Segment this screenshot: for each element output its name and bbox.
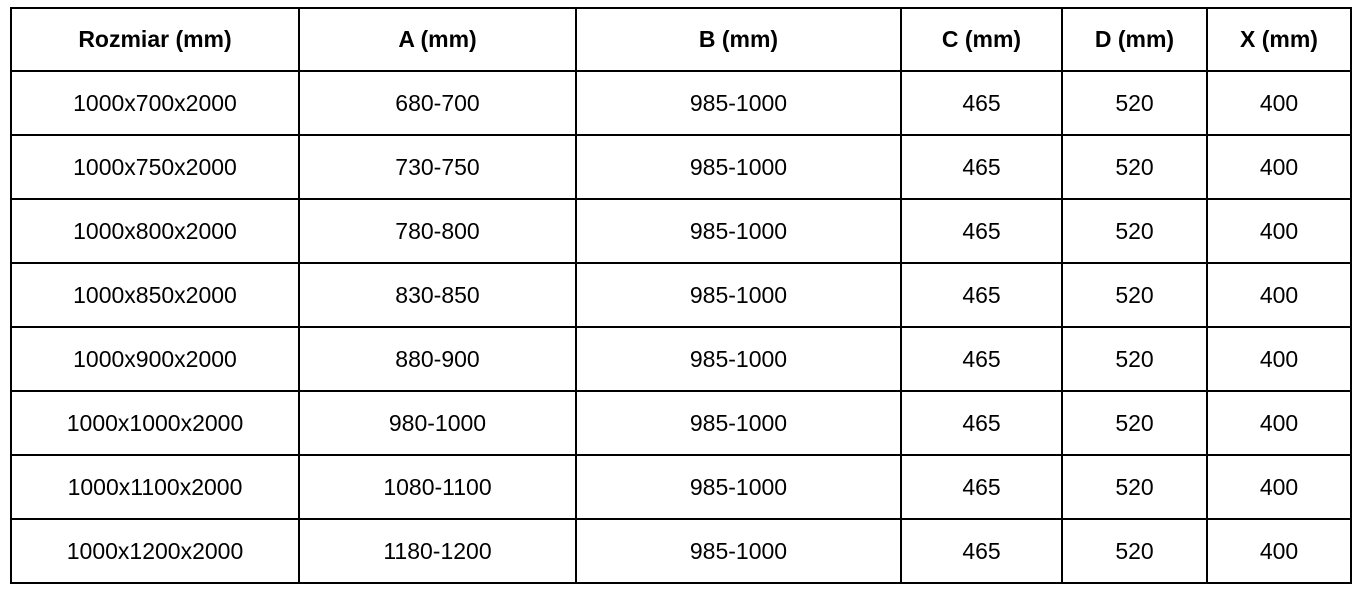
cell-b: 985-1000	[575, 454, 902, 520]
cell-a: 1180-1200	[298, 518, 577, 584]
cell-x: 400	[1206, 262, 1352, 328]
cell-size: 1000x1100x2000	[10, 454, 300, 520]
header-size: Rozmiar (mm)	[10, 7, 300, 72]
cell-a: 880-900	[298, 326, 577, 392]
table-row: 1000x750x2000 730-750 985-1000 465 520 400	[10, 134, 1352, 200]
cell-size: 1000x850x2000	[10, 262, 300, 328]
cell-size: 1000x1000x2000	[10, 390, 300, 456]
cell-x: 400	[1206, 70, 1352, 136]
cell-size: 1000x1200x2000	[10, 518, 300, 584]
cell-b: 985-1000	[575, 70, 902, 136]
cell-d: 520	[1061, 70, 1208, 136]
cell-a: 730-750	[298, 134, 577, 200]
cell-c: 465	[900, 70, 1063, 136]
cell-b: 985-1000	[575, 326, 902, 392]
cell-d: 520	[1061, 326, 1208, 392]
cell-size: 1000x900x2000	[10, 326, 300, 392]
cell-b: 985-1000	[575, 198, 902, 264]
header-c: C (mm)	[900, 7, 1063, 72]
cell-size: 1000x800x2000	[10, 198, 300, 264]
cell-x: 400	[1206, 134, 1352, 200]
cell-b: 985-1000	[575, 262, 902, 328]
cell-a: 780-800	[298, 198, 577, 264]
cell-d: 520	[1061, 454, 1208, 520]
cell-x: 400	[1206, 390, 1352, 456]
cell-x: 400	[1206, 198, 1352, 264]
table-row: 1000x900x2000 880-900 985-1000 465 520 400	[10, 326, 1352, 392]
cell-d: 520	[1061, 198, 1208, 264]
cell-b: 985-1000	[575, 390, 902, 456]
table-row: 1000x1200x2000 1180-1200 985-1000 465 520 400	[10, 518, 1352, 584]
table-row: 1000x1000x2000 980-1000 985-1000 465 520 400	[10, 390, 1352, 456]
cell-b: 985-1000	[575, 518, 902, 584]
cell-size: 1000x700x2000	[10, 70, 300, 136]
cell-x: 400	[1206, 454, 1352, 520]
header-x: X (mm)	[1206, 7, 1352, 72]
cell-c: 465	[900, 390, 1063, 456]
table-row: 1000x800x2000 780-800 985-1000 465 520 400	[10, 198, 1352, 264]
header-a: A (mm)	[298, 7, 577, 72]
table-row: 1000x700x2000 680-700 985-1000 465 520 400	[10, 70, 1352, 136]
cell-c: 465	[900, 518, 1063, 584]
cell-a: 1080-1100	[298, 454, 577, 520]
header-row: Rozmiar (mm) A (mm) B (mm) C (mm) D (mm) X (m…	[10, 7, 1352, 72]
cell-size: 1000x750x2000	[10, 134, 300, 200]
dimensions-table: Rozmiar (mm) A (mm) B (mm) C (mm) D (mm) X (m…	[10, 7, 1352, 584]
header-b: B (mm)	[575, 7, 902, 72]
cell-d: 520	[1061, 134, 1208, 200]
cell-a: 680-700	[298, 70, 577, 136]
cell-c: 465	[900, 454, 1063, 520]
table-row: 1000x1100x2000 1080-1100 985-1000 465 520 400	[10, 454, 1352, 520]
cell-a: 830-850	[298, 262, 577, 328]
table-row: 1000x850x2000 830-850 985-1000 465 520 400	[10, 262, 1352, 328]
cell-d: 520	[1061, 518, 1208, 584]
cell-x: 400	[1206, 326, 1352, 392]
cell-d: 520	[1061, 390, 1208, 456]
header-d: D (mm)	[1061, 7, 1208, 72]
cell-x: 400	[1206, 518, 1352, 584]
cell-c: 465	[900, 262, 1063, 328]
cell-c: 465	[900, 134, 1063, 200]
cell-d: 520	[1061, 262, 1208, 328]
cell-a: 980-1000	[298, 390, 577, 456]
cell-c: 465	[900, 198, 1063, 264]
cell-c: 465	[900, 326, 1063, 392]
cell-b: 985-1000	[575, 134, 902, 200]
